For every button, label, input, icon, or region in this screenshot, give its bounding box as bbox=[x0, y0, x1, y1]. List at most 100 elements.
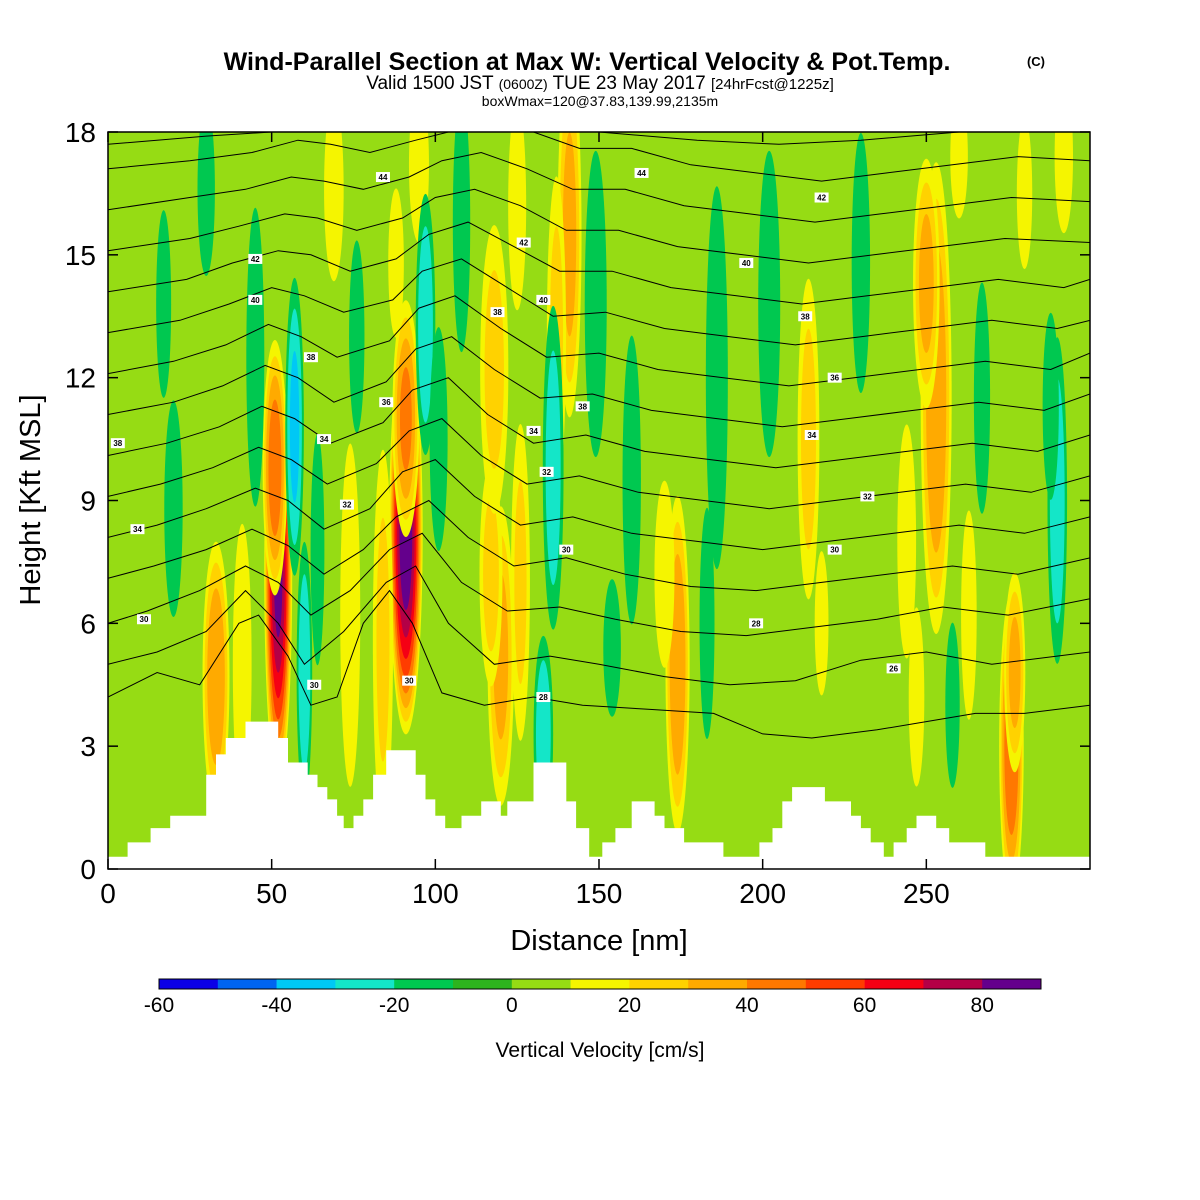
velocity-contour-band bbox=[918, 213, 934, 353]
colorbar-tick-label: 60 bbox=[853, 994, 876, 1017]
theta-label-bg bbox=[248, 294, 263, 305]
downdraft-cell bbox=[429, 327, 448, 552]
downdraft-cell bbox=[310, 434, 325, 666]
theta-label: 38 bbox=[110, 438, 125, 449]
theta-label-bg bbox=[860, 491, 875, 502]
theta-label: 38 bbox=[490, 307, 505, 318]
theta-label: 34 bbox=[804, 429, 819, 440]
potential-temperature-labels: 44 44 42 42 42 40 40 40 38 38 38 38 38 36 36 34 34 34 34 32… bbox=[110, 167, 901, 703]
theta-label: 28 bbox=[536, 692, 551, 703]
theta-label: 38 bbox=[303, 352, 318, 363]
updraft-cell bbox=[262, 340, 288, 596]
updraft-cell bbox=[479, 462, 503, 687]
theta-label-bg bbox=[804, 429, 819, 440]
theta-label: 36 bbox=[379, 397, 394, 408]
velocity-contour-band bbox=[289, 351, 300, 503]
velocity-contour-band bbox=[349, 240, 365, 434]
downdraft-cell bbox=[622, 335, 641, 625]
isentrope-line bbox=[108, 132, 1090, 182]
isentrope-line bbox=[108, 295, 1090, 387]
velocity-contour-band bbox=[429, 327, 448, 552]
theta-label-bg bbox=[827, 372, 842, 383]
theta-label-bg bbox=[375, 172, 390, 183]
theta-label-bg bbox=[814, 192, 829, 203]
downdraft-cell bbox=[246, 207, 265, 507]
velocity-contour-band bbox=[376, 517, 390, 762]
downdraft-cell bbox=[285, 277, 304, 576]
updraft-cell bbox=[654, 480, 675, 668]
theta-label: 40 bbox=[248, 294, 263, 305]
theta-label: 36 bbox=[827, 372, 842, 383]
velocity-contour-band bbox=[950, 132, 968, 219]
velocity-contour-band bbox=[758, 150, 781, 458]
theta-label-text: 30 bbox=[405, 677, 414, 686]
theta-label-text: 40 bbox=[539, 296, 548, 305]
updraft-cell bbox=[202, 541, 230, 812]
x-axis-label: Distance [nm] bbox=[510, 925, 687, 957]
theta-label-bg bbox=[536, 294, 551, 305]
velocity-contour-band bbox=[897, 424, 917, 659]
updraft-cell bbox=[1054, 132, 1074, 234]
velocity-contour-band bbox=[961, 510, 977, 720]
velocity-contour-band bbox=[851, 133, 871, 394]
title-mark: (C) bbox=[1027, 54, 1045, 69]
theta-label-bg bbox=[317, 434, 332, 445]
velocity-contour-band bbox=[418, 226, 433, 423]
y-tick-label: 9 bbox=[80, 486, 96, 517]
theta-label-text: 32 bbox=[863, 492, 872, 501]
updraft-cell bbox=[324, 132, 344, 282]
downdraft-cell bbox=[705, 186, 728, 570]
velocity-contour-band bbox=[514, 480, 527, 684]
colorbar-swatch bbox=[394, 979, 454, 989]
velocity-contour-band bbox=[1042, 312, 1059, 500]
theta-label: 44 bbox=[375, 172, 390, 183]
downdraft-cell bbox=[156, 210, 172, 398]
downdraft-cell bbox=[415, 193, 436, 456]
velocity-contour-band bbox=[483, 497, 499, 652]
velocity-contour-band bbox=[268, 399, 282, 537]
theta-label-text: 32 bbox=[542, 468, 551, 477]
colorbar-swatch bbox=[688, 979, 748, 989]
colorbar-swatch bbox=[629, 979, 689, 989]
colorbar: -60 -40 -20 0 20 40 60 80 bbox=[144, 978, 1042, 1017]
velocity-contour-band bbox=[310, 434, 325, 666]
theta-label: 42 bbox=[516, 237, 531, 248]
theta-label-text: 38 bbox=[578, 402, 587, 411]
theta-label-bg bbox=[307, 679, 322, 690]
theta-label-bg bbox=[137, 614, 152, 625]
colorbar-swatch bbox=[276, 979, 336, 989]
theta-label-text: 26 bbox=[889, 664, 898, 673]
theta-label-bg bbox=[248, 253, 263, 264]
colorbar-tick-label: 40 bbox=[735, 994, 758, 1017]
x-tick-label: 100 bbox=[412, 878, 459, 909]
isentrope-line bbox=[108, 418, 1090, 510]
theta-label: 34 bbox=[317, 434, 332, 445]
velocity-contour-band bbox=[654, 480, 675, 668]
updraft-cell bbox=[1016, 132, 1033, 270]
velocity-contour-band bbox=[603, 579, 621, 717]
velocity-contour-band bbox=[1054, 132, 1074, 234]
updraft-cell bbox=[908, 607, 925, 787]
theta-label-bg bbox=[539, 466, 554, 477]
x-tick-label: 50 bbox=[256, 878, 287, 909]
theta-label-bg bbox=[798, 311, 813, 322]
downdraft-cell bbox=[973, 282, 991, 514]
colorbar-tick-label: 80 bbox=[971, 994, 994, 1017]
updraft-cell bbox=[392, 300, 420, 538]
velocity-contour-band bbox=[973, 282, 991, 514]
terrain bbox=[108, 721, 1090, 869]
colorbar-tick-label: -20 bbox=[379, 994, 409, 1017]
theta-label-text: 32 bbox=[343, 501, 352, 510]
isentrope-line bbox=[108, 258, 1090, 346]
velocity-contour-band bbox=[298, 574, 311, 771]
theta-label-text: 34 bbox=[807, 431, 816, 440]
y-tick-label: 6 bbox=[80, 608, 96, 639]
theta-label-text: 30 bbox=[562, 546, 571, 555]
updraft-cell bbox=[961, 510, 977, 720]
theta-label: 30 bbox=[137, 614, 152, 625]
theta-label: 30 bbox=[402, 675, 417, 686]
theta-label-text: 34 bbox=[133, 525, 142, 534]
